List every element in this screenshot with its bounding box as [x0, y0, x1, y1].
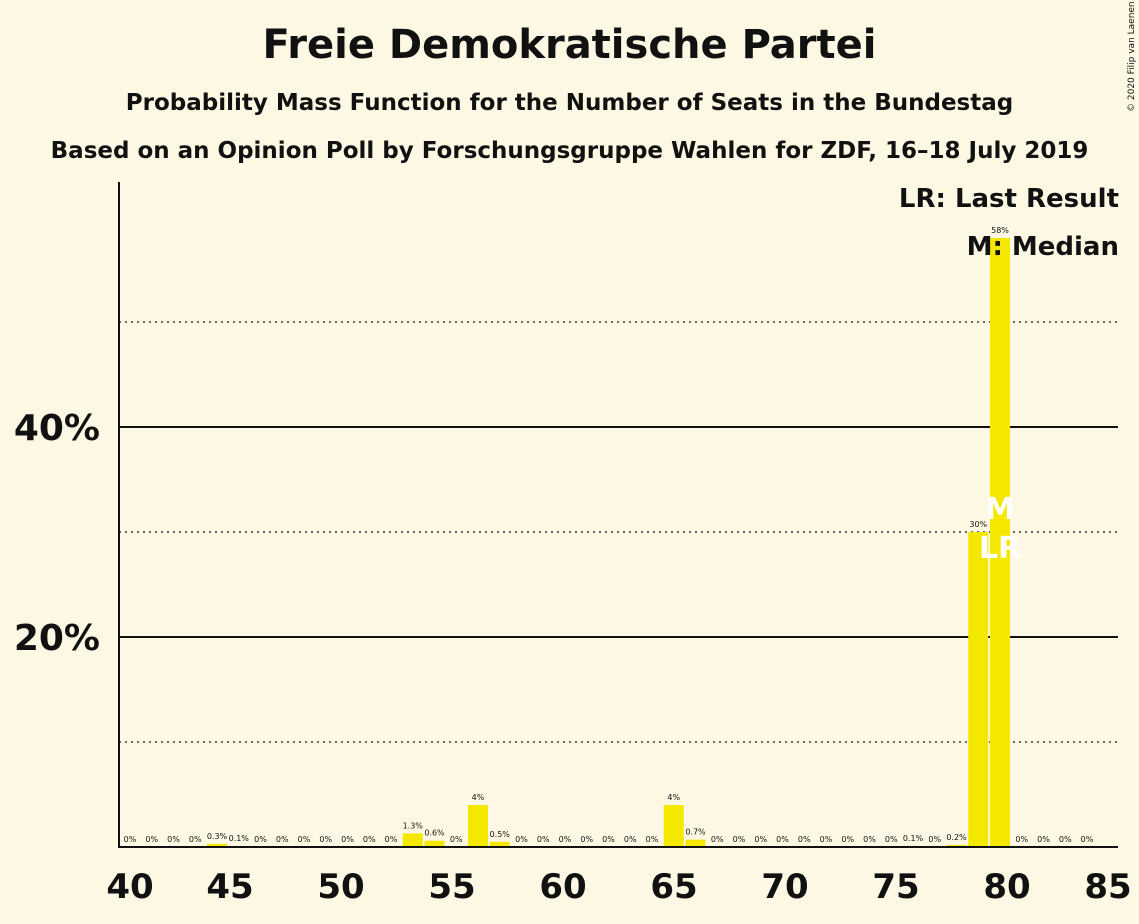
bar-value-label: 0.1%	[903, 834, 924, 843]
bar-value-label: 0%	[145, 835, 158, 844]
bar-value-label: 0%	[1081, 835, 1094, 844]
bar-value-label: 0%	[1059, 835, 1072, 844]
bar-value-label: 0%	[580, 835, 593, 844]
x-tick-label: 60	[539, 867, 586, 907]
bar-value-label: 0%	[537, 835, 550, 844]
bar-seats-78	[946, 844, 967, 847]
bar-value-label: 0%	[385, 835, 398, 844]
x-tick-label: 45	[206, 867, 253, 907]
bar-value-label: 4%	[667, 793, 680, 802]
chart-subtitle: Probability Mass Function for the Number…	[125, 90, 1014, 116]
bar-value-label: 0%	[646, 835, 659, 844]
bar-value-label: 0%	[711, 835, 724, 844]
bar-seats-65	[663, 805, 684, 847]
bar-value-label: 0.6%	[424, 829, 445, 838]
bar-value-label: 0%	[754, 835, 767, 844]
bar-value-label: 0%	[798, 835, 811, 844]
bar-value-label: 0.5%	[490, 830, 511, 839]
x-tick-label: 40	[106, 867, 153, 907]
bar-value-label: 0%	[254, 835, 267, 844]
x-tick-label: 80	[983, 867, 1030, 907]
bar-seats-57	[489, 841, 510, 847]
bar-value-label: 0%	[602, 835, 615, 844]
median-marker: M	[985, 492, 1015, 527]
x-tick-label: 70	[761, 867, 808, 907]
chart-source-subtitle: Based on an Opinion Poll by Forschungsgr…	[50, 138, 1089, 164]
bar-seats-53	[402, 833, 423, 847]
chart-title: Freie Demokratische Partei	[262, 22, 877, 68]
bar-seats-79	[968, 532, 989, 847]
x-tick-label: 65	[650, 867, 697, 907]
last-result-marker: LR	[979, 531, 1021, 566]
bar-value-label: 0%	[885, 835, 898, 844]
bar-value-label: 0%	[363, 835, 376, 844]
bar-value-label: 0%	[559, 835, 572, 844]
bar-value-label: 0%	[341, 835, 354, 844]
bar-seats-56	[468, 805, 488, 847]
x-tick-label: 75	[872, 867, 919, 907]
bar-seats-66	[685, 839, 706, 847]
bar-value-label: 4%	[472, 793, 485, 802]
legend-last-result: LR: Last Result	[898, 184, 1119, 214]
bar-value-label: 0%	[167, 835, 180, 844]
x-tick-label: 50	[317, 867, 364, 907]
x-tick-label: 55	[428, 867, 475, 907]
bar-value-label: 0%	[733, 835, 746, 844]
bar-value-label: 30%	[969, 520, 987, 529]
bar-value-label: 0%	[124, 835, 137, 844]
bar-value-label: 0.7%	[685, 828, 706, 837]
legend-median: M: Median	[966, 232, 1119, 262]
bar-seats-44	[207, 843, 227, 847]
x-tick-label: 85	[1084, 867, 1131, 907]
bar-value-label: 0%	[319, 835, 332, 844]
bar-seats-54	[424, 840, 445, 847]
bar-value-label: 0.1%	[229, 834, 250, 843]
bar-value-label: 0.3%	[207, 832, 228, 841]
bar-value-label: 0%	[1015, 835, 1028, 844]
y-tick-label: 40%	[14, 408, 100, 449]
bar-value-label: 0%	[515, 835, 528, 844]
bar-value-label: 0%	[189, 835, 202, 844]
bar-value-label: 0%	[820, 835, 833, 844]
bar-value-label: 0%	[928, 835, 941, 844]
bar-value-label: 0%	[841, 835, 854, 844]
bar-value-label: 0%	[863, 835, 876, 844]
bar-value-label: 1.3%	[403, 821, 424, 830]
bar-value-label: 0%	[624, 835, 637, 844]
y-tick-label: 20%	[14, 618, 100, 659]
bar-value-label: 0%	[298, 835, 311, 844]
bar-value-label: 0%	[276, 835, 289, 844]
bar-value-label: 0%	[450, 835, 463, 844]
bar-value-label: 0%	[776, 835, 789, 844]
bar-value-label: 0.2%	[946, 833, 967, 842]
bar-value-label: 58%	[991, 226, 1009, 235]
bar-value-label: 0%	[1037, 835, 1050, 844]
bar-seats-80	[990, 238, 1010, 847]
